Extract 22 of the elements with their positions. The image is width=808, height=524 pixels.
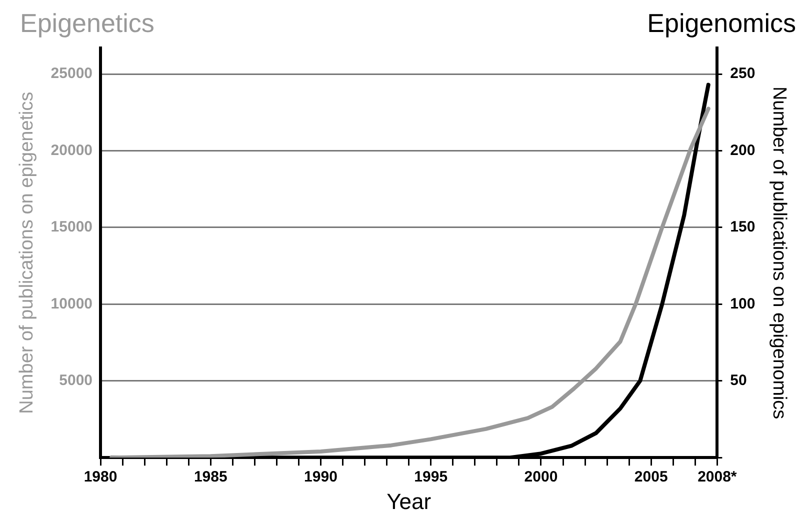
y-tick-label: 5000	[59, 372, 93, 390]
x-tick-label: 2008*	[698, 468, 737, 486]
y2-tick-label: 200	[730, 142, 756, 159]
y-tick-label: 10000	[50, 295, 93, 312]
text: Epigenomics	[647, 8, 796, 38]
x-tick-label: 2000	[524, 468, 558, 486]
y2-tick-label: 250	[730, 65, 756, 82]
y2-tick-label: 100	[730, 295, 756, 312]
y2-tick-label: 150	[730, 218, 756, 236]
x-tick-label: 1980	[84, 468, 118, 486]
text: Epigenetics	[20, 8, 154, 38]
x-axis-title: Year	[386, 488, 432, 514]
x-tick-label: 2005	[634, 468, 668, 486]
y-tick-label: 20000	[50, 142, 93, 159]
y2-axis-title: Number of publications on epigenomics	[768, 86, 790, 420]
x-tick-label: 1995	[414, 468, 448, 486]
x-tick-label: 1985	[194, 468, 228, 486]
y-axis-title: Number of publications on epigenetics	[16, 92, 38, 414]
y2-tick-label: 50	[730, 372, 747, 390]
y-tick-label: 15000	[50, 218, 93, 236]
y-tick-label: 25000	[50, 65, 93, 82]
x-tick-label: 1990	[304, 468, 338, 486]
